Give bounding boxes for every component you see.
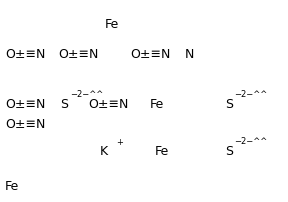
Text: −2−^^: −2−^^ [234,136,267,145]
Text: S: S [225,144,233,157]
Text: O±≡N: O±≡N [5,117,46,130]
Text: O±≡N: O±≡N [130,48,170,61]
Text: Fe: Fe [5,179,19,192]
Text: +: + [116,137,123,146]
Text: S: S [225,98,233,110]
Text: K: K [100,144,108,157]
Text: O±≡N: O±≡N [88,98,128,110]
Text: −2−^^: −2−^^ [70,89,103,99]
Text: Fe: Fe [105,18,119,31]
Text: −2−^^: −2−^^ [234,89,267,99]
Text: S: S [60,98,68,110]
Text: N: N [185,48,194,61]
Text: O±≡N: O±≡N [5,48,46,61]
Text: Fe: Fe [150,98,164,110]
Text: O±≡N: O±≡N [5,98,46,110]
Text: Fe: Fe [155,144,169,157]
Text: O±≡N: O±≡N [58,48,98,61]
